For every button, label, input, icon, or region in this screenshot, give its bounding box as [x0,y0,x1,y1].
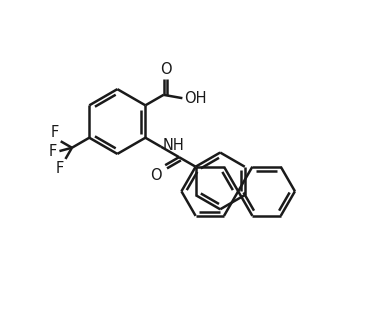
Text: NH: NH [163,138,185,153]
Text: F: F [56,160,64,176]
Text: F: F [49,143,57,159]
Text: O: O [160,62,172,77]
Text: F: F [51,125,59,140]
Text: O: O [151,168,162,183]
Text: OH: OH [184,91,207,106]
